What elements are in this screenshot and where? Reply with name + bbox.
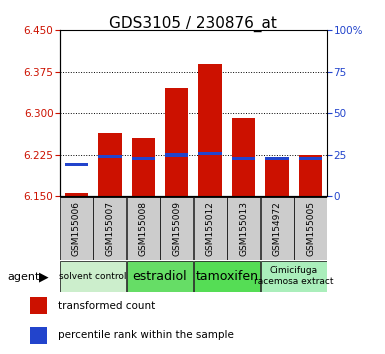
Bar bbox=[199, 64, 222, 196]
Bar bbox=[132, 138, 155, 196]
FancyBboxPatch shape bbox=[294, 197, 327, 259]
FancyBboxPatch shape bbox=[127, 197, 160, 259]
Text: GSM155008: GSM155008 bbox=[139, 201, 148, 256]
Bar bbox=[65, 193, 88, 196]
FancyBboxPatch shape bbox=[194, 261, 260, 292]
Bar bbox=[232, 157, 255, 160]
Text: tamoxifen: tamoxifen bbox=[196, 270, 258, 282]
Text: GSM155005: GSM155005 bbox=[306, 201, 315, 256]
FancyBboxPatch shape bbox=[194, 197, 227, 259]
Bar bbox=[299, 157, 322, 160]
Text: percentile rank within the sample: percentile rank within the sample bbox=[58, 330, 234, 340]
Bar bbox=[265, 157, 289, 160]
Bar bbox=[165, 153, 188, 156]
Bar bbox=[232, 118, 255, 196]
Text: Cimicifuga
racemosa extract: Cimicifuga racemosa extract bbox=[254, 267, 333, 286]
Bar bbox=[30, 297, 47, 314]
FancyBboxPatch shape bbox=[60, 197, 93, 259]
Text: GDS3105 / 230876_at: GDS3105 / 230876_at bbox=[109, 16, 276, 32]
Bar bbox=[132, 157, 155, 160]
Text: transformed count: transformed count bbox=[58, 301, 155, 311]
Text: estradiol: estradiol bbox=[133, 270, 187, 282]
Bar bbox=[265, 158, 289, 196]
Bar bbox=[299, 155, 322, 196]
Bar bbox=[30, 327, 47, 344]
Text: GSM155013: GSM155013 bbox=[239, 201, 248, 256]
Bar bbox=[199, 152, 222, 155]
FancyBboxPatch shape bbox=[160, 197, 193, 259]
FancyBboxPatch shape bbox=[227, 197, 260, 259]
Text: GSM155009: GSM155009 bbox=[172, 201, 181, 256]
Bar bbox=[98, 133, 122, 196]
Bar bbox=[98, 155, 122, 158]
FancyBboxPatch shape bbox=[261, 197, 294, 259]
Text: ▶: ▶ bbox=[38, 270, 48, 283]
Text: GSM154972: GSM154972 bbox=[273, 201, 281, 256]
FancyBboxPatch shape bbox=[60, 261, 126, 292]
Bar bbox=[165, 88, 188, 196]
FancyBboxPatch shape bbox=[261, 261, 327, 292]
Text: GSM155006: GSM155006 bbox=[72, 201, 81, 256]
Text: solvent control: solvent control bbox=[59, 272, 127, 281]
Bar bbox=[65, 162, 88, 166]
Text: agent: agent bbox=[8, 272, 40, 282]
FancyBboxPatch shape bbox=[127, 261, 193, 292]
Text: GSM155007: GSM155007 bbox=[105, 201, 114, 256]
FancyBboxPatch shape bbox=[93, 197, 126, 259]
Text: GSM155012: GSM155012 bbox=[206, 201, 215, 256]
